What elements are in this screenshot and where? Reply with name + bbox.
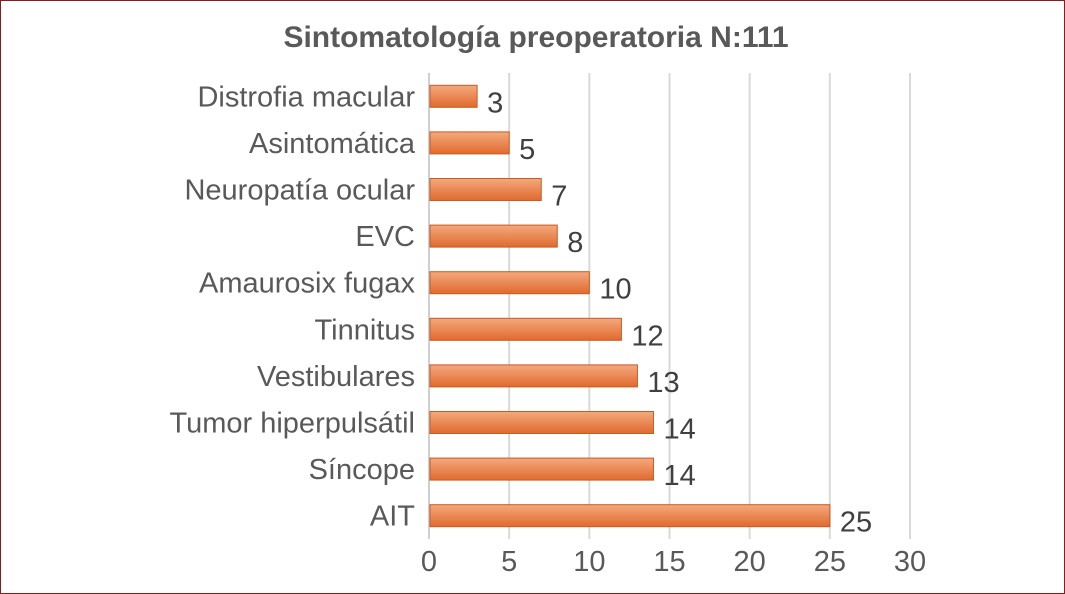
category-label-6: Tinnitus (315, 314, 415, 346)
category-label-9: Síncope (309, 454, 415, 486)
bar-6 (429, 317, 622, 341)
x-tick-label-0: 0 (421, 546, 437, 578)
x-tick-label-25: 25 (814, 546, 846, 578)
category-labels: Distrofia macular Asintomática Neuropatía … (169, 81, 415, 532)
bar-7 (429, 364, 638, 388)
bar-2 (429, 131, 510, 155)
category-label-1: Distrofia macular (197, 81, 415, 113)
bar-4 (429, 224, 558, 248)
bars (429, 84, 831, 528)
x-axis-tick-labels: 0 5 10 15 20 25 30 (421, 546, 926, 578)
data-label-3: 7 (551, 181, 567, 213)
category-label-10: AIT (370, 501, 415, 533)
bar-10 (429, 504, 831, 528)
x-tick-label-20: 20 (734, 546, 766, 578)
x-tick-label-30: 30 (894, 546, 926, 578)
data-label-9: 14 (663, 460, 695, 492)
data-label-7: 13 (647, 367, 679, 399)
bar-3 (429, 178, 542, 201)
data-label-1: 3 (487, 87, 503, 119)
x-tick-label-10: 10 (573, 546, 605, 578)
category-label-5: Amaurosix fugax (199, 268, 415, 300)
bar-1 (429, 84, 478, 108)
bar-8 (429, 411, 654, 434)
data-label-6: 12 (631, 320, 663, 352)
data-label-2: 5 (519, 134, 535, 166)
category-label-4: EVC (355, 221, 415, 253)
bar-5 (429, 271, 590, 295)
category-label-2: Asintomática (249, 128, 416, 160)
bar-9 (429, 457, 654, 481)
category-label-3: Neuropatía ocular (184, 175, 415, 207)
x-tick-label-5: 5 (501, 546, 517, 578)
category-label-8: Tumor hiperpulsátil (169, 408, 415, 440)
data-label-8: 14 (663, 414, 695, 446)
chart-title: Sintomatología preoperatoria N:111 (283, 21, 788, 54)
x-tick-label-15: 15 (653, 546, 685, 578)
data-label-5: 10 (599, 274, 631, 306)
data-label-4: 8 (567, 227, 583, 259)
data-label-10: 25 (840, 507, 872, 539)
category-label-7: Vestibulares (257, 361, 415, 393)
